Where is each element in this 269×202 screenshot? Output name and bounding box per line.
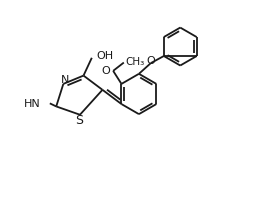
- Text: O: O: [146, 55, 155, 65]
- Text: O: O: [101, 65, 110, 75]
- Text: OH: OH: [96, 51, 113, 61]
- Text: S: S: [75, 114, 83, 127]
- Text: HN: HN: [24, 98, 41, 108]
- Text: N: N: [61, 75, 69, 85]
- Text: CH₃: CH₃: [125, 56, 144, 66]
